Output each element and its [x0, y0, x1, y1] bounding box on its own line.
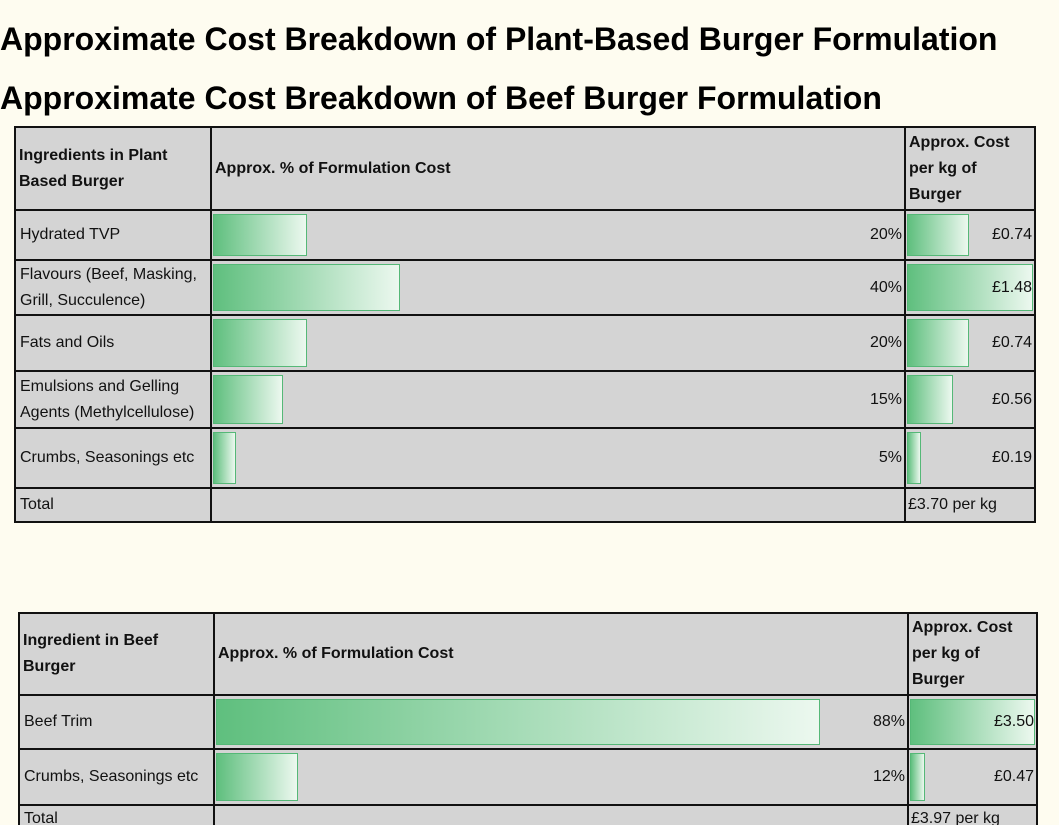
- cost-label: £3.50: [993, 713, 1034, 731]
- ingredient-row: Emulsions and Gelling Agents (Methylcell…: [14, 370, 1036, 430]
- total-empty: [210, 487, 906, 524]
- total-row: Total £3.70 per kg: [14, 487, 1036, 524]
- cost-bar: [907, 375, 954, 425]
- percent-bar: [213, 214, 307, 257]
- percent-label: 40%: [869, 278, 902, 296]
- cost-bar: [907, 264, 1033, 312]
- cost-label: £0.74: [991, 334, 1032, 352]
- header-row: Ingredient in Beef Burger Approx. % of Fo…: [18, 612, 1038, 697]
- total-value: £3.97 per kg: [907, 804, 1038, 825]
- total-label: Total: [18, 804, 215, 825]
- ingredient-name: Fats and Oils: [14, 314, 212, 373]
- cost-label: £1.48: [991, 278, 1032, 296]
- percent-cell: 88%: [213, 694, 909, 751]
- ingredient-name: Hydrated TVP: [14, 209, 212, 262]
- cost-cell: £0.47: [907, 748, 1038, 807]
- cost-cell: £0.19: [904, 427, 1036, 490]
- cost-cell: £3.50: [907, 694, 1038, 751]
- cost-cell: £0.74: [904, 314, 1036, 373]
- column-header: Approx. % of Formulation Cost: [210, 126, 906, 212]
- percent-bar: [216, 753, 299, 802]
- percent-label: 12%: [872, 768, 905, 786]
- percent-cell: 40%: [210, 259, 906, 317]
- percent-label: 5%: [878, 449, 902, 467]
- cost-cell: £0.74: [904, 209, 1036, 262]
- cost-bar: [907, 214, 969, 257]
- percent-bar: [213, 432, 237, 485]
- ingredient-row: Crumbs, Seasonings etc 12% £0.47: [18, 748, 1038, 807]
- column-header: Ingredients in Plant Based Burger: [14, 126, 212, 212]
- cost-bar: [910, 699, 1035, 746]
- cost-bar: [907, 319, 969, 368]
- percent-label: 15%: [869, 390, 902, 408]
- percent-bar: [213, 319, 307, 368]
- percent-cell: 12%: [213, 748, 909, 807]
- cost-label: £0.56: [991, 390, 1032, 408]
- column-header: Ingredient in Beef Burger: [18, 612, 215, 697]
- page: Approximate Cost Breakdown of Plant-Base…: [0, 21, 1059, 825]
- section-title: Approximate Cost Breakdown of Beef Burge…: [0, 79, 882, 116]
- column-header: Approx. % of Formulation Cost: [213, 612, 909, 697]
- percent-cell: 20%: [210, 209, 906, 262]
- ingredient-row: Crumbs, Seasonings etc 5% £0.19: [14, 427, 1036, 490]
- ingredient-name: Beef Trim: [18, 694, 215, 751]
- section-title: Approximate Cost Breakdown of Plant-Base…: [0, 21, 998, 58]
- cost-cell: £1.48: [904, 259, 1036, 317]
- ingredient-row: Fats and Oils 20% £0.74: [14, 314, 1036, 373]
- ingredient-name: Crumbs, Seasonings etc: [14, 427, 212, 490]
- percent-bar: [213, 375, 284, 425]
- ingredient-name: Emulsions and Gelling Agents (Methylcell…: [14, 370, 212, 430]
- percent-bar: [213, 264, 401, 312]
- cost-table: Ingredient in Beef Burger Approx. % of Fo…: [18, 612, 1038, 825]
- cost-label: £0.74: [991, 226, 1032, 244]
- percent-cell: 20%: [210, 314, 906, 373]
- cost-label: £0.47: [993, 768, 1034, 786]
- cost-cell: £0.56: [904, 370, 1036, 430]
- percent-label: 88%: [872, 713, 905, 731]
- percent-bar: [216, 699, 820, 746]
- ingredient-row: Flavours (Beef, Masking, Grill, Succulen…: [14, 259, 1036, 317]
- ingredient-row: Beef Trim 88% £3.50: [18, 694, 1038, 751]
- ingredient-name: Flavours (Beef, Masking, Grill, Succulen…: [14, 259, 212, 317]
- ingredient-row: Hydrated TVP 20% £0.74: [14, 209, 1036, 262]
- column-header: Approx. Cost per kg of Burger: [904, 126, 1036, 212]
- cost-label: £0.19: [991, 449, 1032, 467]
- total-value: £3.70 per kg: [904, 487, 1036, 524]
- total-label: Total: [14, 487, 212, 524]
- total-row: Total £3.97 per kg: [18, 804, 1038, 825]
- cost-bar: [907, 432, 922, 485]
- total-empty: [213, 804, 909, 825]
- percent-label: 20%: [869, 334, 902, 352]
- cost-table: Ingredients in Plant Based Burger Approx.…: [14, 126, 1036, 524]
- percent-cell: 5%: [210, 427, 906, 490]
- percent-cell: 15%: [210, 370, 906, 430]
- column-header: Approx. Cost per kg of Burger: [907, 612, 1038, 697]
- header-row: Ingredients in Plant Based Burger Approx.…: [14, 126, 1036, 212]
- percent-label: 20%: [869, 226, 902, 244]
- cost-bar: [910, 753, 926, 802]
- ingredient-name: Crumbs, Seasonings etc: [18, 748, 215, 807]
